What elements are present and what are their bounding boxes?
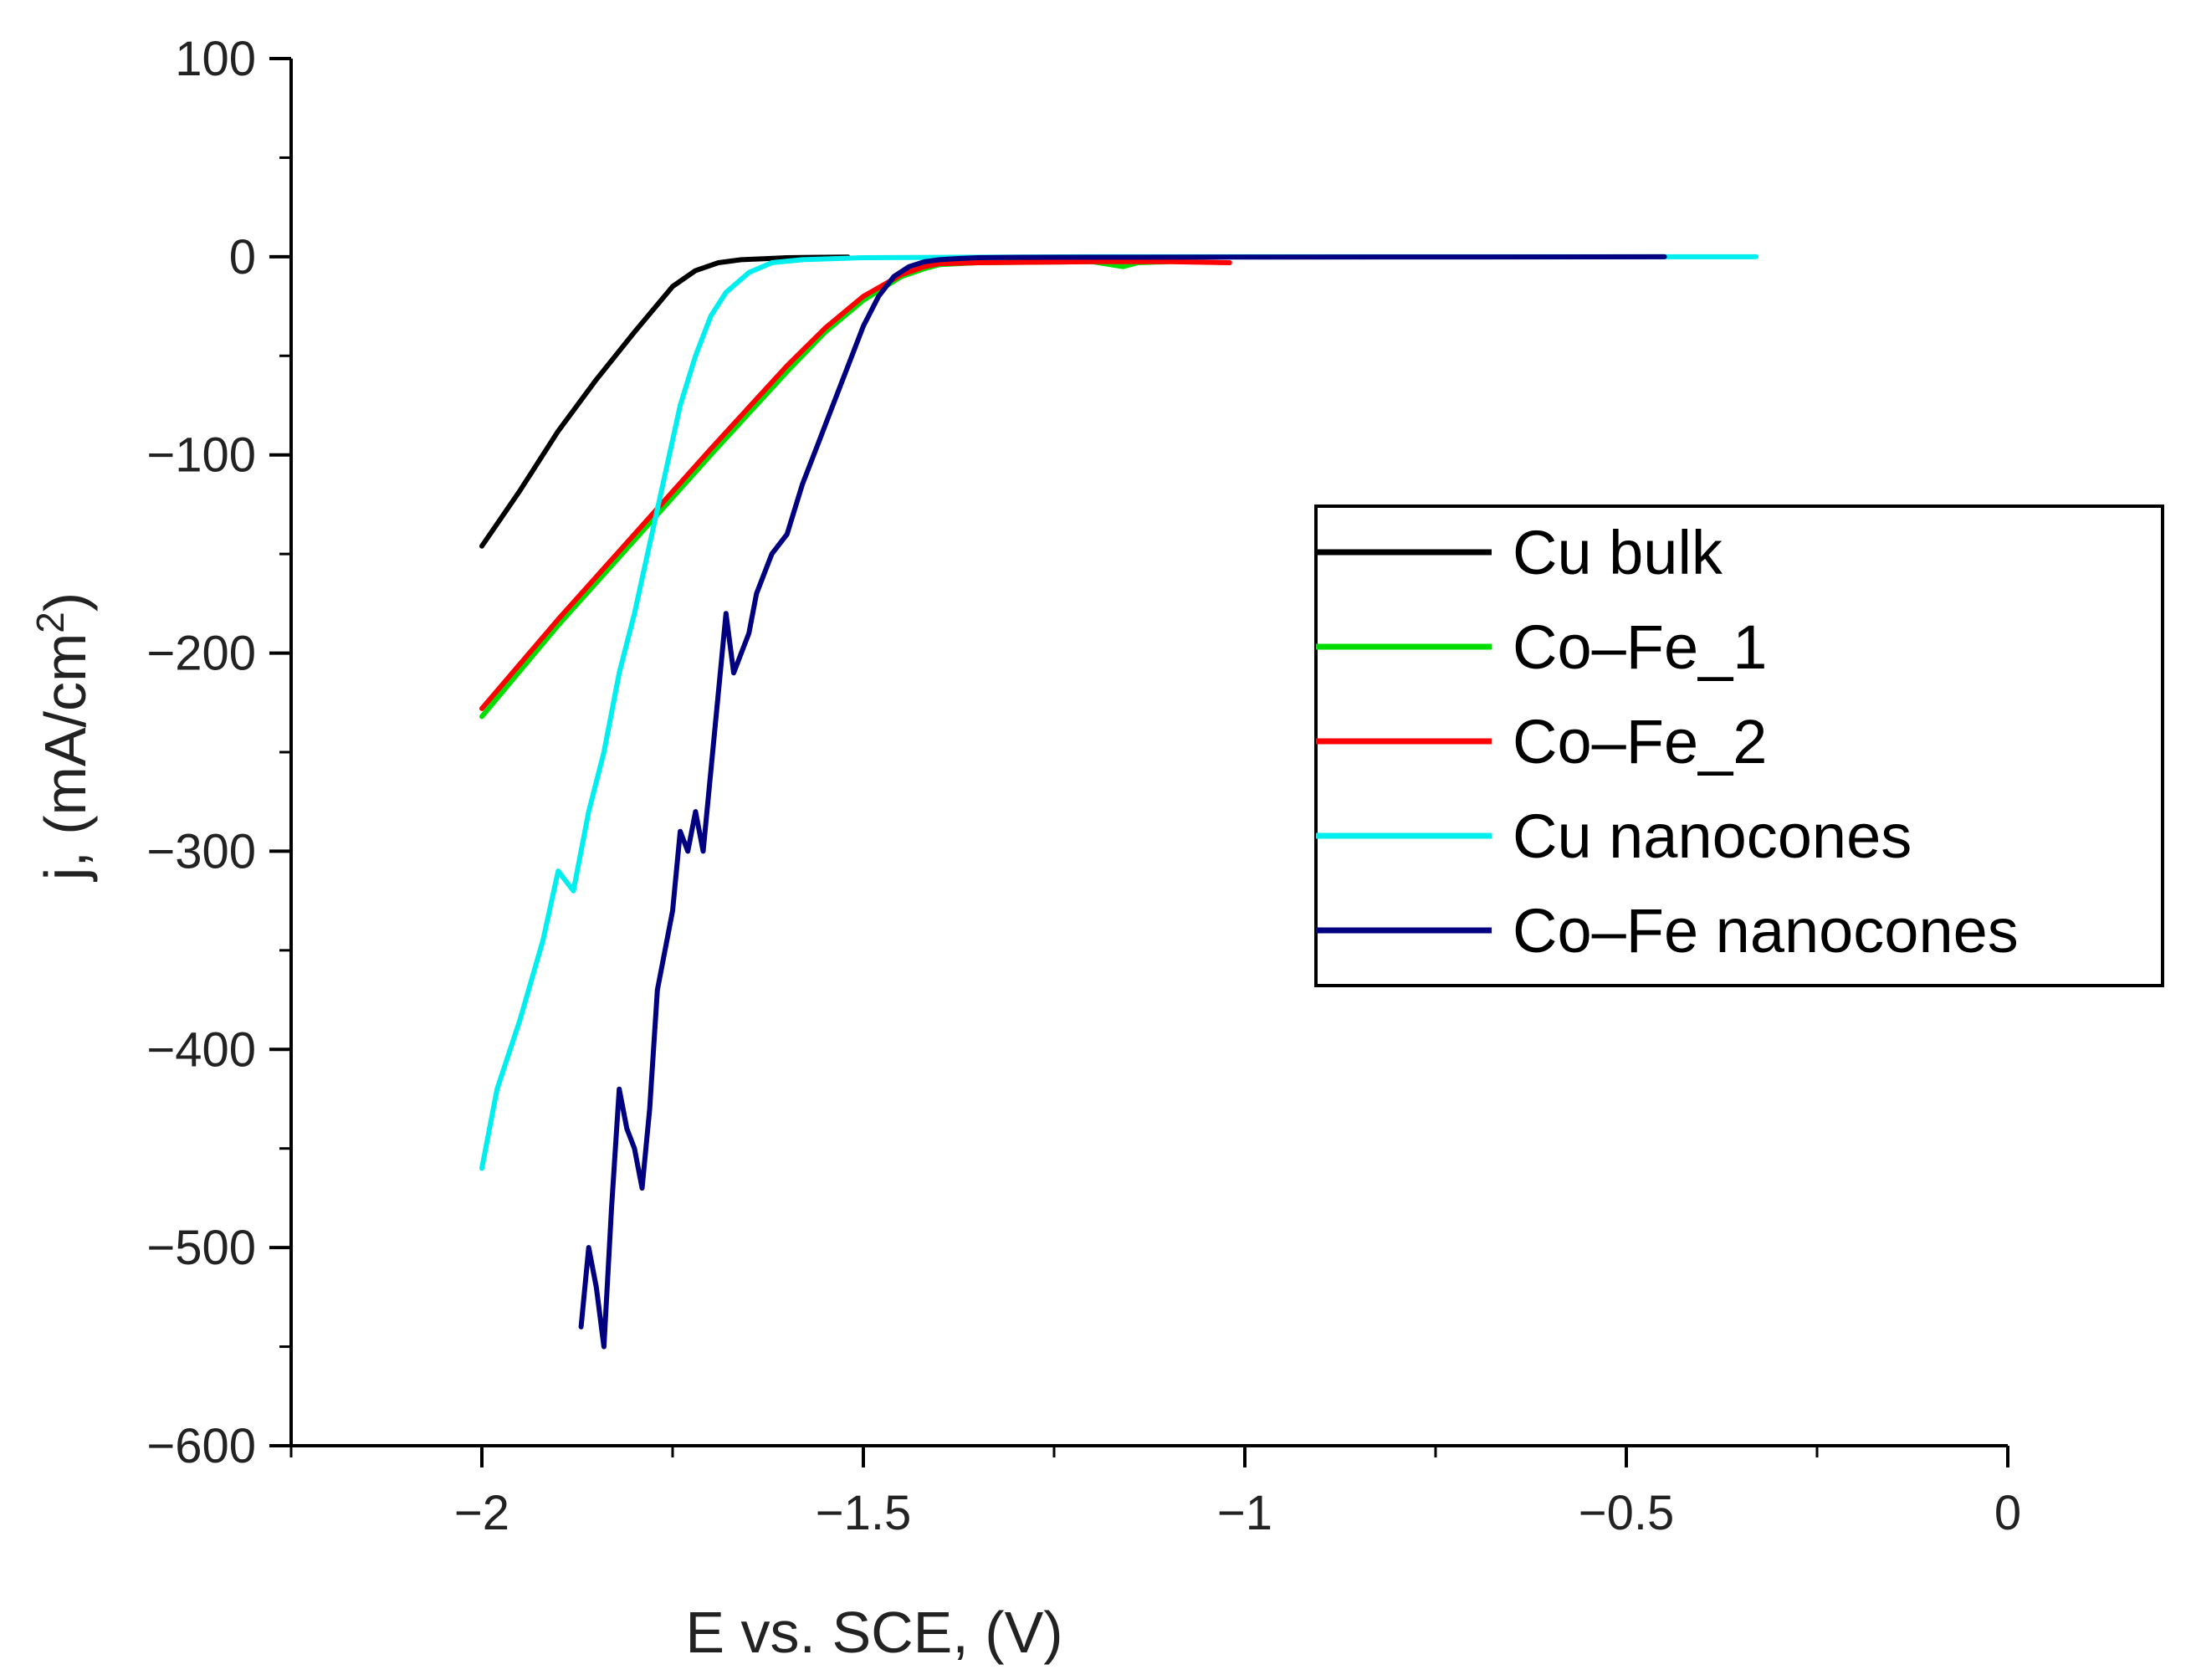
legend-label: Co–Fe_2 — [1513, 707, 1767, 776]
y-tick-label: 100 — [175, 32, 256, 86]
y-tick-label: −600 — [146, 1419, 256, 1473]
legend-label: Co–Fe nanocones — [1513, 896, 2019, 965]
series-layer — [479, 254, 1758, 1350]
legend-label: Co–Fe_1 — [1513, 612, 1767, 682]
y-axis-ticks: 100 0 −100 −200 −300 −400 −500 −600 — [146, 32, 291, 1473]
y-tick-label: −200 — [146, 627, 256, 681]
x-tick-label: −0.5 — [1579, 1486, 1675, 1540]
x-axis-title: E vs. SCE, (V) — [685, 1600, 1062, 1665]
y-tick-label: −400 — [146, 1022, 256, 1077]
legend-box — [1314, 505, 2164, 987]
legend-label: Cu bulk — [1513, 518, 1723, 587]
y-tick-label: 0 — [229, 230, 256, 284]
series-line — [479, 259, 1232, 711]
legend-entries: Cu bulk Co–Fe_1 Co–Fe_2 Cu nanocones Co–Fe n… — [1316, 518, 2019, 965]
x-axis-ticks: −2 −1.5 −1 −0.5 0 — [289, 1446, 2021, 1540]
legend: Cu bulk Co–Fe_1 Co–Fe_2 Cu nanocones Co–Fe n… — [1314, 505, 2164, 987]
series-line — [578, 254, 1667, 1350]
y-tick-label: −300 — [146, 824, 256, 878]
series-line — [479, 254, 1758, 1171]
x-tick-label: −2 — [454, 1486, 509, 1540]
y-axis-title-end: ) — [33, 592, 98, 612]
x-tick-label: −1 — [1217, 1486, 1272, 1540]
y-axis-title-sup: 2 — [28, 612, 72, 633]
legend-label: Cu nanocones — [1513, 802, 1912, 871]
y-axis-title: j, (mA/cm2) — [28, 592, 98, 882]
x-tick-label: 0 — [1994, 1486, 2021, 1540]
y-axis-title-main: j, (mA/cm — [33, 633, 98, 883]
y-tick-label: −100 — [146, 428, 256, 483]
y-tick-label: −500 — [146, 1221, 256, 1275]
series-line — [479, 254, 851, 549]
x-tick-label: −1.5 — [816, 1486, 912, 1540]
